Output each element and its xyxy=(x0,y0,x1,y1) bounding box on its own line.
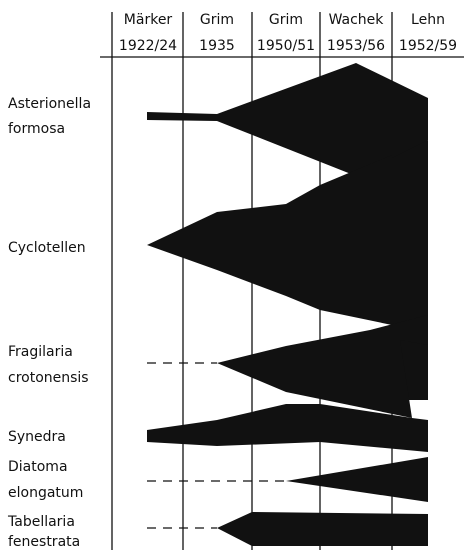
species-label: elongatum xyxy=(8,485,83,501)
species-label: Fragilaria xyxy=(8,344,73,360)
species-label: formosa xyxy=(8,121,65,137)
tabellaria-shape xyxy=(217,512,428,546)
column-years: 1950/51 xyxy=(257,38,315,54)
cyclotellen-shape xyxy=(147,155,392,325)
column-author: Grim xyxy=(200,12,234,28)
column-years: 1952/59 xyxy=(399,38,457,54)
synedra-shape xyxy=(147,404,428,452)
species-label: Synedra xyxy=(8,429,66,445)
species-label: Diatoma xyxy=(8,459,68,475)
asterionella-shape xyxy=(147,63,428,176)
column-years: 1935 xyxy=(199,38,235,54)
column-author: Wachek xyxy=(329,12,385,28)
species-label: Tabellaria xyxy=(7,514,75,530)
abundance-shapes xyxy=(147,63,428,546)
column-years: 1922/24 xyxy=(119,38,177,54)
species-label: Asterionella xyxy=(8,96,91,112)
species-label: Cyclotellen xyxy=(8,240,86,256)
species-label: crotonensis xyxy=(8,370,89,386)
fragilaria-shape xyxy=(217,315,428,418)
column-author: Grim xyxy=(269,12,303,28)
species-label: fenestrata xyxy=(8,534,80,550)
diatoma-shape xyxy=(286,457,428,502)
column-years: 1953/56 xyxy=(327,38,385,54)
column-author: Märker xyxy=(124,12,173,28)
column-author: Lehn xyxy=(411,12,445,28)
